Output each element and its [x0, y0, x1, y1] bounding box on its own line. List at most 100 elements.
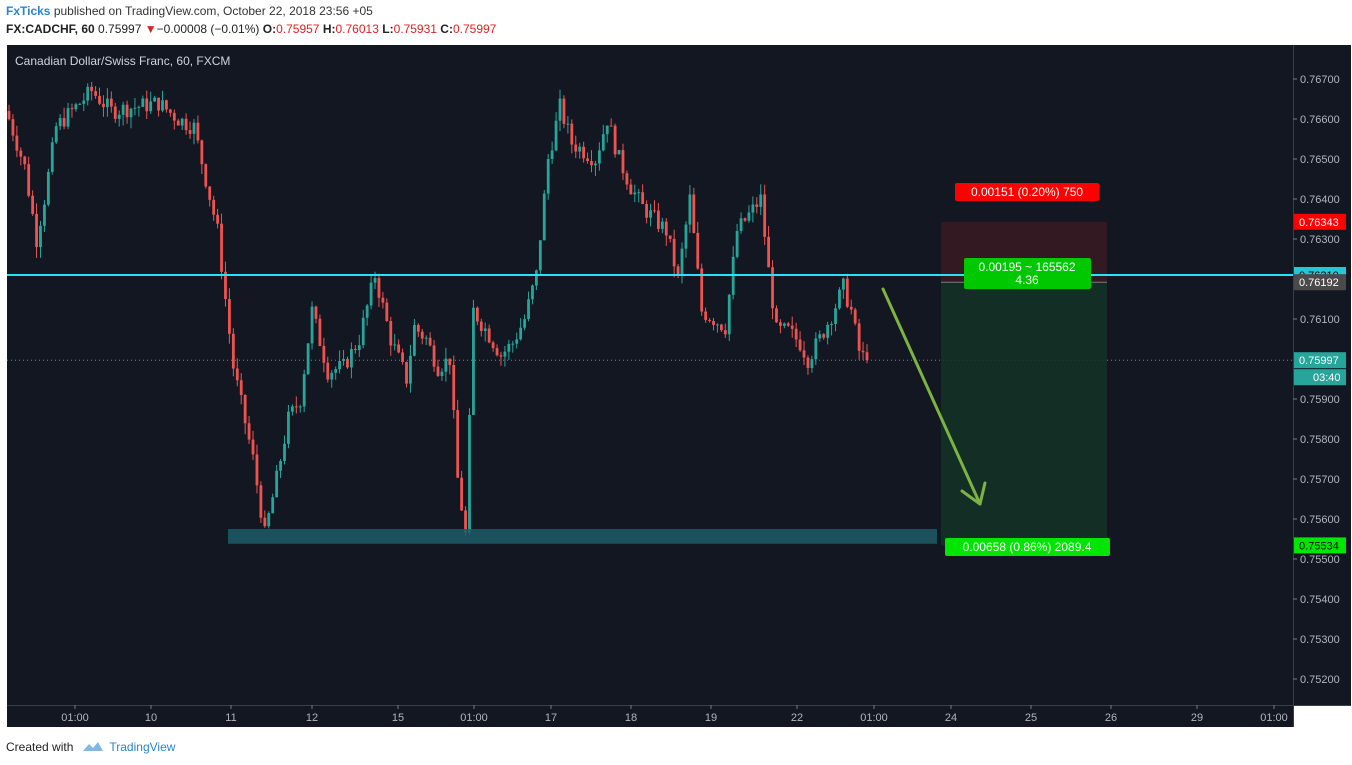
candle-body — [558, 98, 562, 121]
candle-body — [397, 344, 401, 353]
last-price: 0.75997 — [98, 22, 142, 36]
candle-body — [369, 282, 373, 306]
chart-title: Canadian Dollar/Swiss Franc, 60, FXCM — [15, 54, 230, 68]
candle-body — [200, 140, 204, 165]
low-label: L: — [382, 22, 394, 36]
candle-body — [145, 98, 149, 112]
candle-body — [287, 411, 290, 444]
candle-body — [283, 443, 286, 461]
candle-body — [74, 104, 78, 110]
candle-body — [334, 369, 338, 373]
candle-body — [314, 306, 318, 319]
price-tick-label: 0.76400 — [1300, 194, 1340, 206]
author-name[interactable]: FxTicks — [6, 4, 51, 18]
candle-body — [432, 345, 436, 367]
candle-body — [625, 173, 629, 185]
time-tick-label: 25 — [1025, 712, 1037, 724]
candle-body — [507, 343, 511, 352]
candle-body — [444, 358, 448, 372]
candle-body — [767, 236, 771, 268]
candle-body — [621, 150, 625, 174]
price-change: −0.00008 (−0.01%) — [156, 22, 260, 36]
time-tick-label: 24 — [945, 712, 957, 724]
candle-body — [19, 150, 23, 157]
price-axis-label-target — [1294, 537, 1346, 554]
candle-body — [755, 204, 759, 207]
candle-body — [574, 144, 578, 152]
tradingview-link[interactable]: TradingView — [109, 740, 176, 754]
candle-body — [735, 230, 739, 257]
time-tick-label: 18 — [625, 712, 637, 724]
candle-body — [554, 120, 558, 151]
candle-body — [35, 213, 38, 248]
candle-body — [570, 123, 574, 145]
candle-body — [542, 193, 546, 241]
price-axis-label-current — [1294, 352, 1346, 369]
time-tick-label: 01:00 — [860, 712, 888, 724]
candle-body — [594, 163, 597, 166]
candle-body — [188, 130, 192, 134]
candle-body — [416, 324, 420, 332]
candle-body — [310, 306, 314, 344]
price-tick-label: 0.75700 — [1300, 474, 1340, 486]
candle-body — [452, 364, 456, 411]
price-axis-label-entry — [1294, 274, 1346, 291]
risk-label-box — [955, 183, 1099, 201]
time-tick-label: 29 — [1191, 712, 1203, 724]
candle-body — [613, 125, 617, 155]
ratio-label-box — [964, 258, 1091, 289]
candle-body — [841, 278, 845, 290]
candle-body — [357, 345, 361, 351]
candle-body — [353, 348, 357, 351]
candle-body — [759, 194, 763, 207]
created-with-text: Created with — [6, 740, 74, 754]
candle-body — [708, 319, 711, 321]
candle-body — [546, 159, 550, 194]
candle-body — [43, 204, 46, 226]
candle-body — [550, 150, 554, 160]
candle-body — [125, 104, 129, 118]
candle-body — [857, 323, 861, 351]
candle-body — [519, 327, 523, 340]
candle-body — [279, 460, 282, 471]
candle-body — [712, 320, 715, 325]
candle-body — [723, 330, 727, 335]
candle-body — [802, 350, 806, 358]
candle-body — [786, 323, 790, 326]
candle-body — [212, 199, 216, 215]
reward-label-text: 0.00658 (0.86%) 2089.4 — [963, 540, 1092, 554]
candle-body — [306, 343, 310, 375]
candle-body — [830, 323, 833, 325]
time-axis[interactable] — [7, 705, 1293, 727]
candle-body — [243, 394, 247, 424]
candle-body — [680, 248, 684, 275]
candle-body — [220, 223, 223, 272]
candle-body — [192, 122, 196, 134]
candle-body — [247, 423, 251, 440]
candle-body — [82, 100, 86, 104]
candle-body — [692, 194, 696, 233]
candle-body — [782, 323, 786, 326]
candle-body — [696, 232, 700, 269]
price-tick-label: 0.75300 — [1300, 634, 1340, 646]
candle-body — [267, 513, 271, 527]
candle-body — [259, 485, 263, 518]
candle-body — [562, 98, 566, 124]
candle-body — [672, 238, 676, 267]
ratio-label-text-1: 0.00195 ~ 165562 — [978, 260, 1075, 274]
publish-info: published on TradingView.com, October 22… — [50, 4, 373, 18]
price-tick-label: 0.75600 — [1300, 514, 1340, 526]
price-tick-label: 0.76100 — [1300, 314, 1340, 326]
candle-body — [153, 97, 157, 102]
candle-body — [294, 406, 298, 408]
candle-body — [436, 366, 440, 376]
candle-body — [810, 359, 814, 368]
price-axis-label-stop — [1294, 213, 1346, 230]
price-tick-label: 0.75200 — [1300, 674, 1340, 686]
candle-body — [605, 125, 609, 135]
candle-body — [66, 108, 70, 127]
candle-body — [464, 510, 467, 533]
